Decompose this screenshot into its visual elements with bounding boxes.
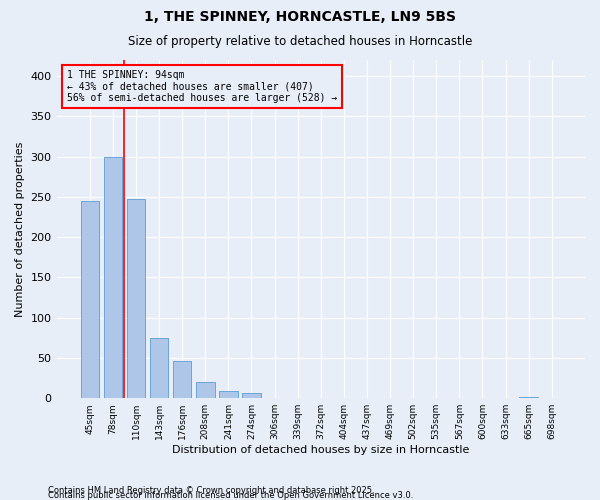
Bar [80, 201, 99, 398]
Bar [219, 391, 238, 398]
Y-axis label: Number of detached properties: Number of detached properties [15, 142, 25, 317]
Bar [242, 394, 261, 398]
Bar [104, 156, 122, 398]
Text: Contains public sector information licensed under the Open Government Licence v3: Contains public sector information licen… [48, 491, 413, 500]
Bar [127, 198, 145, 398]
Bar [150, 338, 169, 398]
Bar [173, 361, 191, 398]
Text: 1, THE SPINNEY, HORNCASTLE, LN9 5BS: 1, THE SPINNEY, HORNCASTLE, LN9 5BS [144, 10, 456, 24]
Text: Size of property relative to detached houses in Horncastle: Size of property relative to detached ho… [128, 35, 472, 48]
Text: 1 THE SPINNEY: 94sqm
← 43% of detached houses are smaller (407)
56% of semi-deta: 1 THE SPINNEY: 94sqm ← 43% of detached h… [67, 70, 337, 103]
Text: Contains HM Land Registry data © Crown copyright and database right 2025.: Contains HM Land Registry data © Crown c… [48, 486, 374, 495]
Bar [196, 382, 215, 398]
X-axis label: Distribution of detached houses by size in Horncastle: Distribution of detached houses by size … [172, 445, 469, 455]
